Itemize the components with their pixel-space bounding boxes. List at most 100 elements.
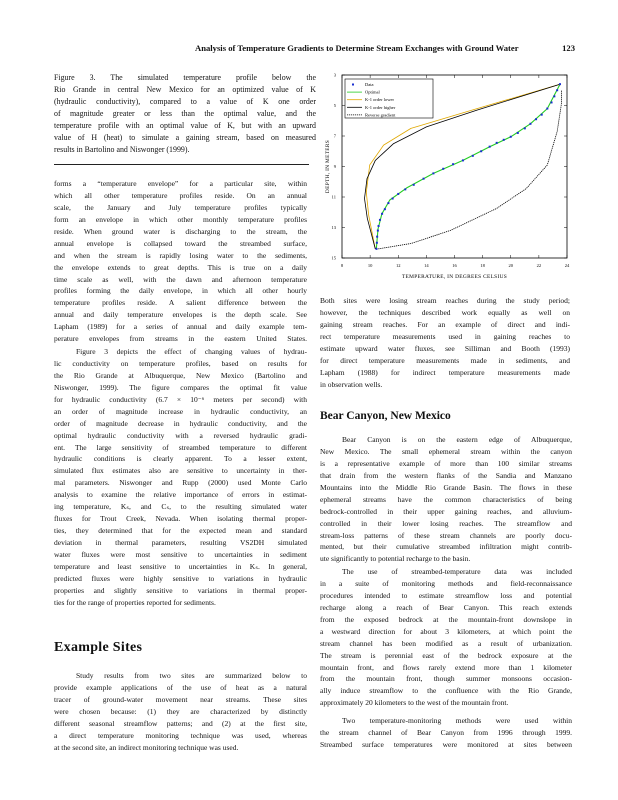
- caption-divider: [54, 164, 309, 165]
- text-line: in observation wells.: [320, 379, 383, 389]
- text-line: The use of streambed-temperature data wa…: [342, 567, 572, 576]
- text-line: a westward direction for about 3 kilomet…: [320, 626, 572, 636]
- text-line: New Mexico. The small ephemeral stream w…: [320, 446, 572, 456]
- legend-label: K-1 order lower: [365, 97, 394, 102]
- text-line: for direct temperature measurements made…: [320, 355, 570, 365]
- text-line: for hydraulic conductivity (6.7 × 10⁻⁶ m…: [54, 394, 307, 404]
- text-line: water fluxes were most sensitive to unce…: [54, 549, 307, 559]
- text-line: in a suite of monitoring methods and fie…: [320, 578, 572, 588]
- data-point: [375, 247, 378, 250]
- text-line: at the second site, an indirect monitori…: [54, 742, 239, 752]
- data-point: [516, 131, 519, 134]
- text-line: from the mountain front, though summer m…: [320, 674, 572, 684]
- text-line: scale, the January and July temperature …: [54, 202, 307, 212]
- text-line: Figure 3. The simulated temperature prof…: [54, 73, 316, 82]
- text-line: ent. The large sensitivity of streambed …: [54, 442, 307, 452]
- series-line-optimal: [375, 83, 561, 249]
- y-tick-label: 7: [334, 134, 337, 139]
- data-point: [432, 172, 435, 175]
- data-point: [495, 141, 498, 144]
- text-line: annual and daily temperature envelopes i…: [54, 310, 307, 320]
- data-point: [442, 167, 445, 170]
- text-line: were chosen because: (1) they are charac…: [54, 706, 307, 716]
- left-paragraph-1: forms a “temperature envelope” for a par…: [54, 178, 307, 345]
- x-tick-label: 14: [424, 263, 429, 268]
- text-line: which all other temperature profiles res…: [54, 190, 307, 200]
- legend-box: [344, 78, 434, 119]
- data-point: [546, 107, 549, 110]
- text-line: bedrock-controlled in their upper gainin…: [320, 506, 572, 516]
- text-line: Study results from two sites are summari…: [76, 671, 307, 680]
- text-line: Both sites were losing stream reaches du…: [320, 296, 570, 305]
- text-line: mal parameters. Niswonger and Rupp (2000…: [54, 478, 307, 488]
- section-heading-example-sites: Example Sites: [54, 640, 143, 655]
- text-line: hydraulic conditions is clearly apparent…: [54, 454, 307, 464]
- data-point: [378, 218, 381, 221]
- text-line: optimal hydraulic conductivity with a re…: [54, 430, 307, 440]
- text-line: rect temperature measurements used in ga…: [320, 331, 570, 341]
- right-paragraph-4: Two temperature-monitoring methods were …: [320, 715, 572, 751]
- text-line: Lapham (1988) for indirect temperature m…: [320, 367, 570, 377]
- data-point: [412, 183, 415, 186]
- x-tick-label: 22: [537, 263, 542, 268]
- text-line: Niswonger, 1999). The figure compares th…: [54, 382, 307, 392]
- data-point: [452, 163, 455, 166]
- data-point: [376, 229, 379, 232]
- text-line: Lapham (1989) for a series of annual and…: [54, 322, 307, 332]
- right-paragraph-2: Bear Canyon is on the eastern edge of Al…: [320, 434, 572, 565]
- text-line: properties and slightly sensitive to var…: [54, 585, 307, 595]
- text-line: an order of magnitude increase in hydrau…: [54, 406, 307, 416]
- text-line: approximately 20 kilometers to the west …: [320, 698, 509, 708]
- text-line: of magnitude greater or less than the op…: [54, 108, 316, 118]
- data-point: [422, 177, 425, 180]
- data-point: [529, 122, 532, 125]
- text-line: mented, but their cumulative streambed i…: [320, 542, 572, 552]
- text-line: provide example applications of the use …: [54, 682, 307, 692]
- text-line: ties for the range of properties reporte…: [54, 597, 216, 607]
- text-line: results in Bartolino and Niswonger (1999…: [54, 144, 190, 154]
- text-line: annual envelope is collapsed toward the …: [54, 238, 307, 248]
- y-tick-label: 5: [334, 103, 337, 108]
- text-line: however, the techniques described work e…: [320, 307, 570, 317]
- legend-label: K-1 order higher: [365, 105, 396, 110]
- data-point: [381, 212, 384, 215]
- running-title: Analysis of Temperature Gradients to Det…: [195, 43, 519, 53]
- text-line: tracer of ground-water movement near str…: [54, 694, 307, 704]
- y-tick-label: 13: [332, 225, 337, 230]
- x-tick-label: 16: [452, 263, 457, 268]
- x-axis-label: TEMPERATURE, IN DEGREES CELSIUS: [402, 274, 507, 280]
- text-line: simulated flux estimates also are sensit…: [54, 466, 307, 476]
- text-line: ties, they determined that for the expec…: [54, 526, 307, 536]
- text-line: ally induce streamflow to the confluence…: [320, 686, 572, 696]
- text-line: Mountains into the Middle Rio Grande Bas…: [320, 482, 572, 492]
- text-line: temperature and least sensitive to uncer…: [54, 561, 307, 571]
- data-point: [550, 101, 553, 104]
- text-line: recharge along a reach of Bear Canyon. T…: [320, 602, 572, 612]
- text-line: the envelope extends to great depths. Th…: [54, 262, 307, 272]
- text-line: fluxes for Trout Creek, Nevada. When iso…: [54, 514, 307, 524]
- data-point: [488, 145, 491, 148]
- page-number: 123: [562, 43, 575, 53]
- text-line: perature envelopes from streams in the e…: [54, 334, 307, 344]
- data-point: [391, 197, 394, 200]
- text-line: different seasonal streamflow patterns; …: [54, 718, 307, 728]
- text-line: Streambed surface temperatures were moni…: [320, 739, 572, 749]
- text-line: analysis to examine the relative importa…: [54, 490, 307, 500]
- text-line: (hydraulic conductivity), compared to a …: [54, 96, 316, 106]
- data-point: [502, 138, 505, 141]
- text-line: the stream channel of Bear Canyon from 1…: [320, 727, 572, 737]
- legend-marker: [352, 83, 354, 86]
- x-tick-label: 24: [565, 263, 570, 268]
- text-line: temperature profiles reside. A salient d…: [54, 298, 307, 308]
- text-line: ing temperature, Kₛ, and Cₛ, to the resu…: [54, 502, 307, 512]
- text-line: lic conductivity on temperature profiles…: [54, 358, 307, 368]
- text-line: procedures intended to estimate streamfl…: [320, 590, 572, 600]
- text-line: Two temperature-monitoring methods were …: [342, 716, 572, 725]
- text-line: controlled in their lower losing reaches…: [320, 518, 572, 528]
- text-line: the Rio Grande at Albuquerque, New Mexic…: [54, 370, 307, 380]
- text-line: order of magnitude decrease in hydraulic…: [54, 418, 307, 428]
- data-point: [509, 135, 512, 138]
- series-line-reverse-gradient: [376, 90, 562, 250]
- y-tick-label: 3: [334, 73, 337, 78]
- data-point: [558, 83, 561, 86]
